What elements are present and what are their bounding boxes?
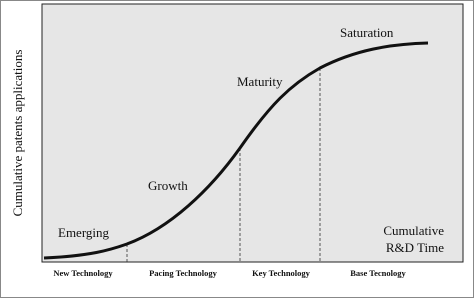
stage-label: Growth xyxy=(148,178,188,193)
time-label: Cumulative xyxy=(383,223,444,238)
stage-label: Maturity xyxy=(237,74,283,89)
phase-dividers xyxy=(126,68,321,262)
time-label: R&D Time xyxy=(386,240,444,255)
phase-label: Pacing Technology xyxy=(149,268,218,278)
phase-label: Key Technology xyxy=(252,268,311,278)
y-axis-label: Cumulative patents applications xyxy=(10,50,25,217)
phase-label: Base Tecnology xyxy=(350,268,406,278)
stage-label: Emerging xyxy=(58,225,110,240)
s-curve xyxy=(43,41,429,260)
stage-label: Saturation xyxy=(340,25,394,40)
phase-label: New Technology xyxy=(53,268,113,278)
